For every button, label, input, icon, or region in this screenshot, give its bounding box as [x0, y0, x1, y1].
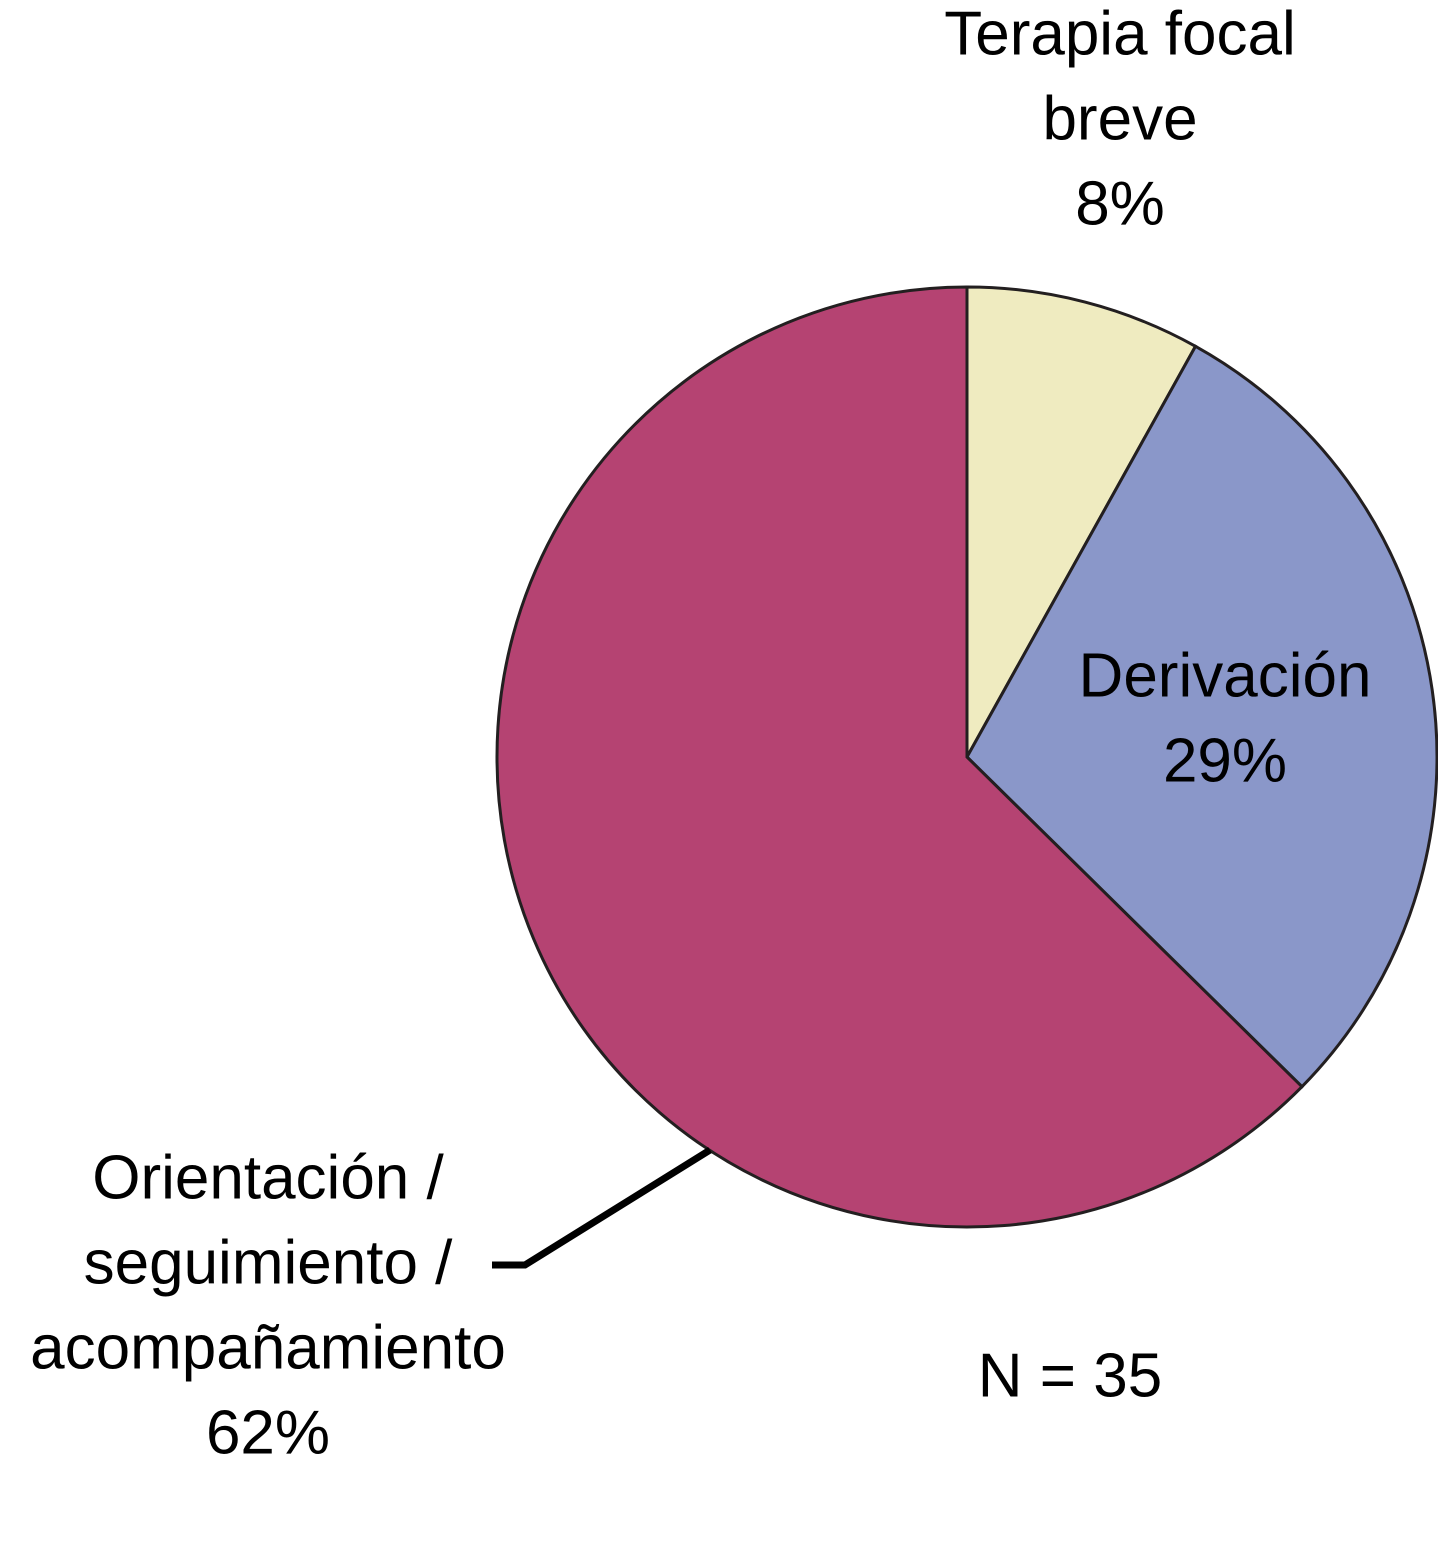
slice-label: Derivación	[1079, 641, 1372, 710]
slice-label: Terapia focal	[944, 0, 1296, 68]
annotation: N = 35	[978, 1341, 1162, 1410]
pie-slice	[495, 285, 1305, 1229]
slice-label: seguimiento /	[84, 1228, 454, 1297]
value-label: 62%	[206, 1398, 330, 1467]
pie-slice	[965, 344, 1438, 1089]
pie-slice	[965, 285, 1198, 763]
leader-line	[492, 1147, 712, 1269]
value-label: 8%	[1075, 169, 1165, 238]
slice-label: acompañamiento	[30, 1313, 506, 1382]
value-label: 29%	[1163, 726, 1287, 795]
slice-label: Orientación /	[92, 1143, 444, 1212]
slice-label: breve	[1042, 84, 1197, 153]
